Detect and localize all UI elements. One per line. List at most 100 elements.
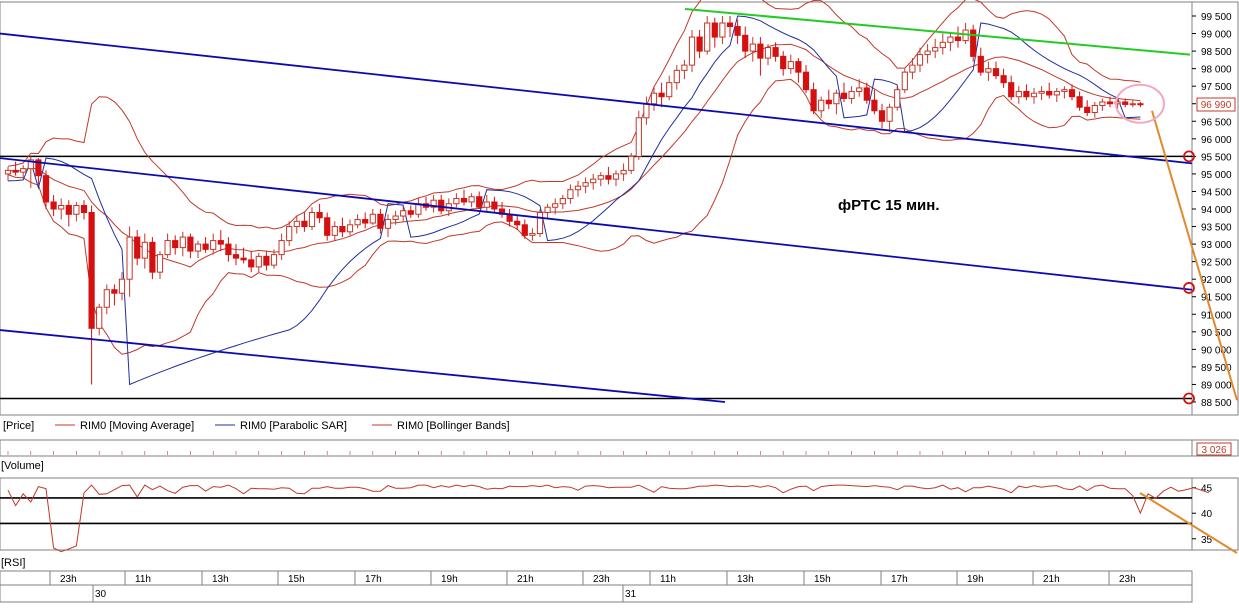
candle-up	[483, 201, 490, 208]
candle-up	[688, 36, 696, 66]
candle-down	[954, 36, 962, 42]
candle-up	[704, 22, 711, 52]
price-tick-label: 94 000	[1201, 205, 1232, 216]
candle-up	[58, 204, 65, 210]
candle-up	[392, 215, 399, 221]
candle-down	[825, 99, 832, 105]
candle-up	[453, 197, 460, 205]
candle-up	[20, 168, 27, 173]
candle-down	[438, 199, 445, 212]
candle-down	[248, 259, 255, 268]
candle-up	[4, 169, 12, 175]
price-tick-label: 89 500	[1201, 363, 1232, 374]
candle-up	[590, 178, 597, 184]
candle-down	[1137, 103, 1144, 106]
candle-down	[339, 226, 346, 233]
time-tick-label: 11h	[135, 574, 151, 585]
candle-down	[840, 92, 848, 99]
time-tick-label: 21h	[517, 574, 534, 585]
candle-down	[232, 254, 240, 259]
candle-up	[559, 197, 566, 205]
candle-up	[255, 255, 262, 268]
date-tick-label: 30	[95, 589, 107, 600]
candle-up	[628, 155, 635, 171]
rsi-tick-label: 45	[1201, 484, 1213, 495]
candle-up	[909, 64, 916, 73]
candle-down	[742, 34, 749, 52]
candle-down	[324, 217, 331, 236]
candle-down	[514, 220, 521, 226]
time-tick-label: 23h	[593, 574, 610, 585]
candle-up	[856, 87, 863, 92]
price-tick-label: 98 500	[1201, 47, 1232, 58]
candle-up	[787, 61, 794, 70]
candle-up	[331, 226, 338, 236]
candle-down	[362, 219, 369, 224]
candle-up	[156, 254, 164, 273]
candle-up	[681, 64, 688, 71]
candle-up	[1129, 103, 1136, 106]
time-tick-label: 19h	[967, 574, 984, 585]
candle-down	[1106, 101, 1114, 105]
candle-down	[772, 47, 779, 57]
volume-pane	[0, 439, 1193, 457]
candle-down	[407, 210, 414, 215]
candle-down	[658, 92, 665, 98]
price-tick-label: 94 500	[1201, 187, 1232, 198]
time-tick-label: 23h	[1119, 574, 1136, 585]
legend-price: [Price]	[3, 420, 34, 432]
candle-down	[476, 196, 483, 208]
legend-item-sar: RIM0 [Parabolic SAR]	[240, 420, 347, 432]
time-tick-label: 13h	[212, 574, 229, 585]
rsi-forecast-arrow	[1139, 492, 1238, 554]
candle-up	[985, 68, 992, 73]
candle-up	[749, 43, 756, 52]
candle-down	[225, 243, 232, 256]
price-tick-label: 99 000	[1201, 30, 1232, 41]
candle-up	[27, 159, 34, 170]
price-tick-label: 96 000	[1201, 135, 1232, 146]
candle-up	[194, 243, 202, 252]
candle-down	[460, 197, 468, 203]
candle-down	[711, 22, 718, 38]
candle-down	[970, 29, 977, 57]
time-tick-label: 19h	[441, 574, 458, 585]
candle-up	[673, 69, 680, 84]
candle-up	[552, 203, 559, 208]
candle-down	[491, 201, 498, 210]
candle-down	[1046, 90, 1053, 96]
candle-up	[719, 22, 726, 38]
candle-up	[939, 41, 946, 49]
time-tick-label: 13h	[737, 574, 754, 585]
candle-up	[916, 54, 924, 66]
candle-down	[1084, 106, 1091, 114]
time-tick-label: 17h	[891, 574, 908, 585]
candle-down	[795, 61, 802, 73]
candle-down	[377, 213, 384, 229]
candle-up	[278, 240, 285, 256]
candle-down	[1068, 89, 1076, 98]
candle-up	[468, 196, 475, 203]
volume-label: [Volume]	[1, 460, 44, 472]
candle-up	[369, 213, 376, 224]
candle-up	[635, 117, 642, 157]
candle-up	[924, 50, 931, 56]
forecast-arrow-line	[1151, 110, 1238, 401]
price-tick-label: 95 000	[1201, 170, 1232, 181]
candle-up	[1099, 101, 1106, 106]
price-tick-label: 98 000	[1201, 65, 1232, 76]
price-tick-label: 92 500	[1201, 258, 1232, 269]
candle-up	[818, 99, 825, 112]
candle-up	[141, 241, 148, 259]
chart-annotation: фРТС 15 мин.	[838, 197, 940, 214]
candle-down	[316, 212, 323, 219]
candle-up	[947, 36, 954, 43]
candle-down	[65, 204, 72, 215]
candle-up	[118, 278, 126, 294]
candle-up	[1030, 92, 1038, 98]
candle-down	[810, 89, 817, 112]
candle-down	[605, 175, 612, 180]
price-pane	[0, 1, 1193, 416]
price-tick-label: 88 500	[1201, 398, 1232, 409]
candle-up	[1015, 90, 1022, 98]
